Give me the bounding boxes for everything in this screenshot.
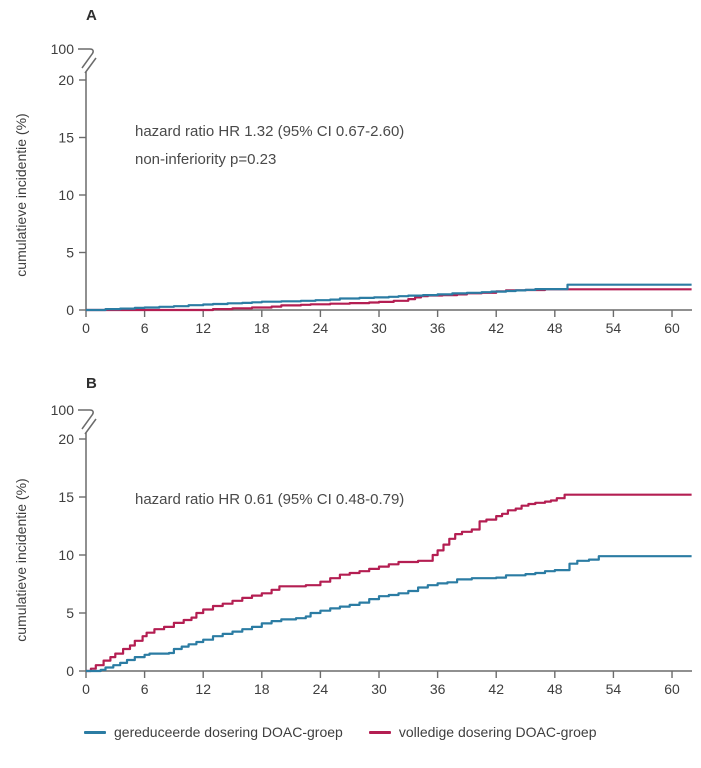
panel-a-label: A [86,7,97,24]
x-tick-label: 6 [141,681,149,697]
y-tick-label-100: 100 [51,41,75,57]
x-tick-label: 12 [195,681,211,697]
x-tick-label: 42 [488,320,504,336]
curve-volledige [86,493,692,673]
y-axis-break-icon [78,409,94,430]
y-tick-label: 0 [66,663,74,679]
y-tick-label: 5 [66,605,74,621]
x-tick-label: 54 [606,320,622,336]
y-tick-label: 10 [58,187,74,203]
panel-a-annotation: hazard ratio HR 1.32 (95% CI 0.67-2.60) … [135,118,404,174]
x-tick-label: 0 [82,681,90,697]
legend-label-gereduceerde: gereduceerde dosering DOAC-groep [114,724,343,740]
y-axis-break-icon [84,57,97,74]
legend-swatch-gereduceerde-line [84,730,106,734]
legend-swatch-volledige-line [368,730,391,734]
legend-item-volledige: volledige dosering DOAC-groep [368,724,597,740]
y-tick-label-100: 100 [51,402,75,418]
x-tick-label: 42 [488,681,504,697]
y-axis-break-icon [78,48,94,69]
x-tick-label: 18 [254,681,270,697]
x-tick-label: 12 [195,320,211,336]
x-tick-label: 0 [82,320,90,336]
legend-label-volledige: volledige dosering DOAC-groep [398,724,597,740]
y-tick-label: 15 [58,489,74,505]
panel-b-hazard-ratio-text: hazard ratio HR 0.61 (95% CI 0.48-0.79) [135,491,405,508]
panel-b-annotation: hazard ratio HR 0.61 (95% CI 0.48-0.79) [135,486,404,514]
panel-a-noninferiority-text: non-inferiority p=0.23 [135,151,277,168]
x-tick-label: 60 [664,681,680,697]
x-tick-label: 24 [313,320,329,336]
y-tick-label: 20 [58,431,74,447]
x-tick-label: 48 [547,681,563,697]
legend: gereduceerde dosering DOAC-groep volledi… [84,724,596,740]
panel-a-hazard-ratio-text: hazard ratio HR 1.32 (95% CI 0.67-2.60) [135,123,405,140]
x-tick-label: 30 [371,320,387,336]
curve-volledige [86,288,692,312]
y-tick-label: 15 [58,130,74,146]
y-tick-label: 0 [66,302,74,318]
panel-b-label: B [86,375,97,392]
y-axis-break-icon [84,418,97,435]
x-tick-label: 54 [606,681,622,697]
y-tick-label: 5 [66,245,74,261]
x-tick-label: 48 [547,320,563,336]
x-tick-label: 18 [254,320,270,336]
y-tick-label: 20 [58,72,74,88]
x-tick-label: 30 [371,681,387,697]
curve-gereduceerde [86,555,692,673]
x-tick-label: 36 [430,320,446,336]
panel-a-chart: 100 0 5 10 15 20 0 6 12 18 24 30 36 42 48 54 60 [51,41,692,336]
x-tick-label: 60 [664,320,680,336]
legend-item-gereduceerde: gereduceerde dosering DOAC-groep [84,724,343,740]
panel-b-chart: 100 0 5 10 15 20 0 6 12 18 24 30 36 42 48 54 60 [51,402,692,697]
curve-gereduceerde [86,283,692,312]
x-tick-label: 6 [141,320,149,336]
x-tick-label: 36 [430,681,446,697]
x-tick-label: 24 [313,681,329,697]
y-tick-label: 10 [58,547,74,563]
